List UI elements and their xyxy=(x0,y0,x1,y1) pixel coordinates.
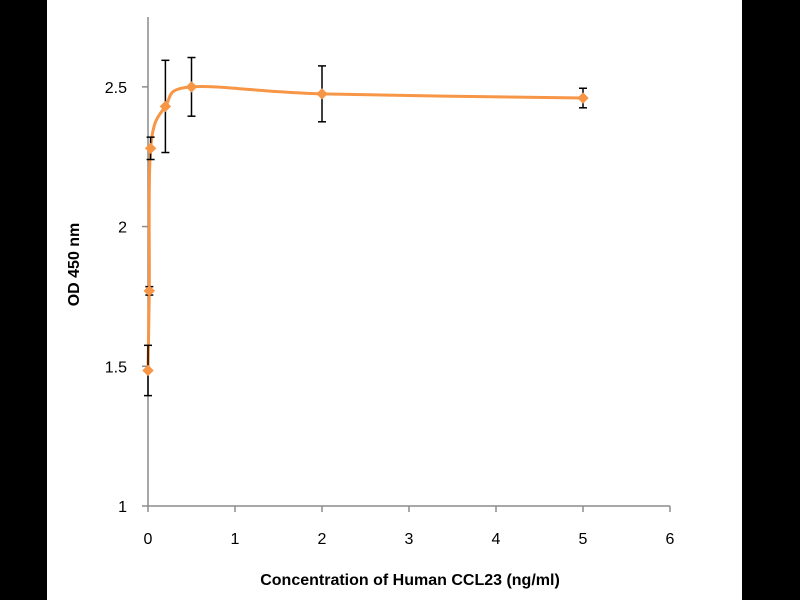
x-tick-label: 1 xyxy=(231,531,240,548)
data-point xyxy=(316,88,328,100)
x-axis-ticks: 0 1 2 3 4 5 6 xyxy=(144,506,675,548)
data-point xyxy=(142,364,154,377)
y-tick-label: 1.5 xyxy=(105,359,127,376)
data-point xyxy=(577,92,589,104)
y-axis-title: OD 450 nm xyxy=(66,223,83,307)
axes xyxy=(147,17,670,507)
y-tick-label: 1 xyxy=(118,499,127,516)
data-point xyxy=(159,100,172,113)
data-point xyxy=(185,81,198,93)
y-tick-label: 2.5 xyxy=(105,80,127,97)
x-axis-title: Concentration of Human CCL23 (ng/ml) xyxy=(260,572,560,589)
error-bars xyxy=(144,56,587,397)
y-tick-label: 2 xyxy=(118,220,127,237)
x-tick-label: 0 xyxy=(144,531,153,548)
x-tick-label: 6 xyxy=(666,531,675,548)
data-points xyxy=(142,81,589,377)
x-tick-label: 2 xyxy=(318,531,327,548)
data-point xyxy=(143,285,156,297)
series-line xyxy=(146,85,584,371)
x-tick-label: 3 xyxy=(405,531,414,548)
x-tick-label: 4 xyxy=(492,531,501,548)
data-point xyxy=(144,142,157,155)
x-tick-label: 5 xyxy=(579,531,588,548)
y-axis-ticks: 1 1.5 2 2.5 xyxy=(105,80,148,516)
